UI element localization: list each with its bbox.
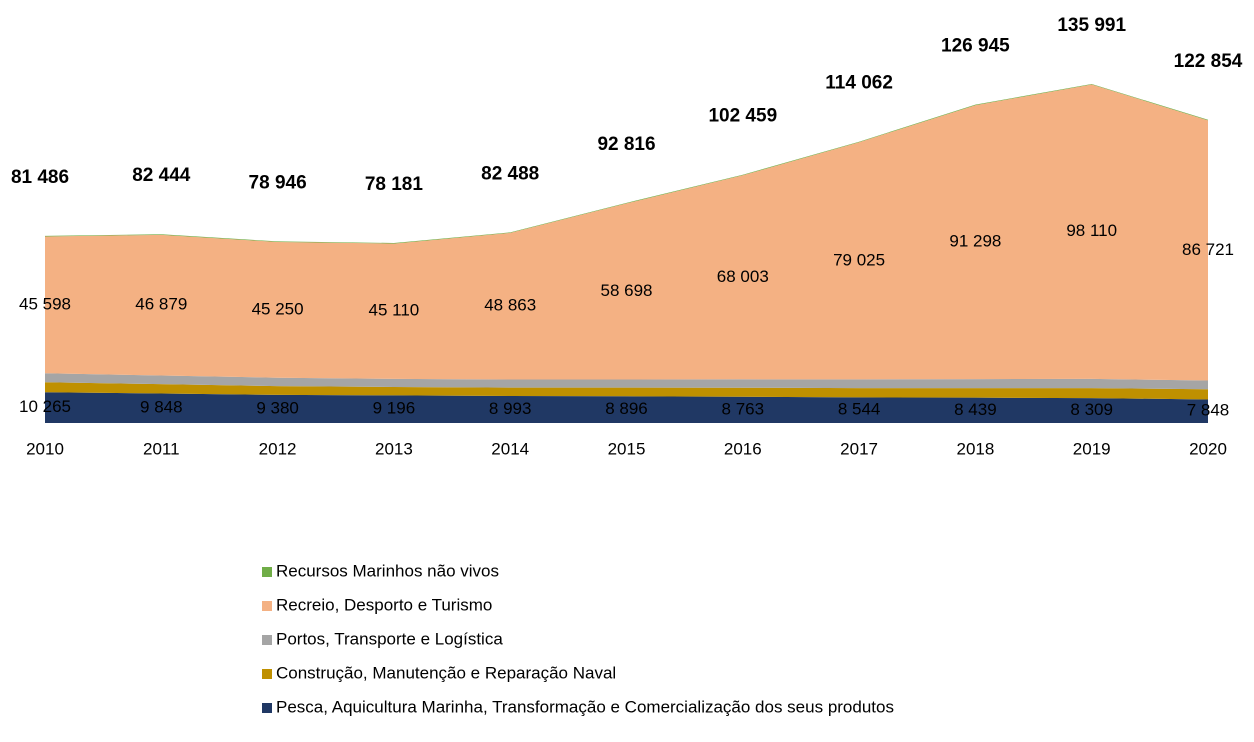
value-label: 58 698 — [601, 281, 653, 300]
value-label: 45 598 — [19, 294, 71, 313]
total-label: 81 486 — [11, 167, 69, 188]
value-label: 45 110 — [369, 301, 420, 320]
area — [45, 373, 1208, 390]
value-label: 8 763 — [722, 399, 765, 418]
value-label: 8 544 — [838, 400, 881, 419]
total-label: 102 459 — [708, 106, 777, 127]
value-label: 45 250 — [252, 299, 304, 318]
area — [45, 84, 1208, 381]
total-label: 82 444 — [132, 165, 191, 186]
value-label: 98 110 — [1066, 221, 1117, 240]
value-label: 9 848 — [140, 398, 183, 417]
total-label: 78 946 — [249, 172, 307, 193]
total-label: 122 854 — [1174, 51, 1243, 72]
value-label: 79 025 — [833, 250, 885, 269]
legend-label: Recreio, Desporto e Turismo — [276, 595, 492, 614]
legend-swatch — [262, 601, 272, 611]
value-label: 7 848 — [1187, 401, 1230, 420]
total-label: 78 181 — [365, 174, 424, 195]
x-tick-label: 2011 — [143, 439, 180, 458]
x-tick-label: 2015 — [608, 439, 646, 458]
x-tick-label: 2018 — [956, 439, 994, 458]
total-label: 92 816 — [597, 134, 655, 155]
value-label: 8 993 — [489, 399, 532, 418]
x-tick-label: 2012 — [259, 439, 297, 458]
x-tick-label: 2019 — [1073, 439, 1111, 458]
legend-swatch — [262, 703, 272, 713]
value-label: 8 896 — [605, 399, 648, 418]
legend-swatch — [262, 635, 272, 645]
value-label: 10 265 — [19, 397, 71, 416]
value-label: 68 003 — [717, 267, 769, 286]
total-label: 126 945 — [941, 36, 1010, 57]
value-label: 91 298 — [949, 232, 1001, 251]
x-tick-label: 2016 — [724, 439, 762, 458]
legend-label: Pesca, Aquicultura Marinha, Transformaçã… — [276, 697, 894, 716]
area — [45, 392, 1208, 423]
value-label: 9 196 — [373, 399, 416, 418]
x-tick-label: 2020 — [1189, 439, 1227, 458]
value-label: 8 309 — [1070, 400, 1113, 419]
legend-label: Construção, Manutenção e Reparação Naval — [276, 663, 616, 682]
total-label: 135 991 — [1057, 15, 1126, 36]
x-tick-label: 2017 — [840, 439, 878, 458]
area — [45, 382, 1208, 400]
value-label: 46 879 — [135, 295, 187, 314]
legend-label: Recursos Marinhos não vivos — [276, 561, 499, 580]
total-label: 114 062 — [825, 73, 893, 94]
legend-swatch — [262, 567, 272, 577]
value-label: 48 863 — [484, 296, 536, 315]
total-label: 82 488 — [481, 163, 539, 184]
value-label: 86 721 — [1182, 240, 1234, 259]
x-tick-label: 2014 — [491, 439, 529, 458]
legend-label: Portos, Transporte e Logística — [276, 629, 503, 648]
value-label: 8 439 — [954, 400, 997, 419]
x-tick-label: 2010 — [26, 439, 64, 458]
value-label: 9 380 — [256, 398, 299, 417]
legend-swatch — [262, 669, 272, 679]
x-tick-label: 2013 — [375, 439, 413, 458]
